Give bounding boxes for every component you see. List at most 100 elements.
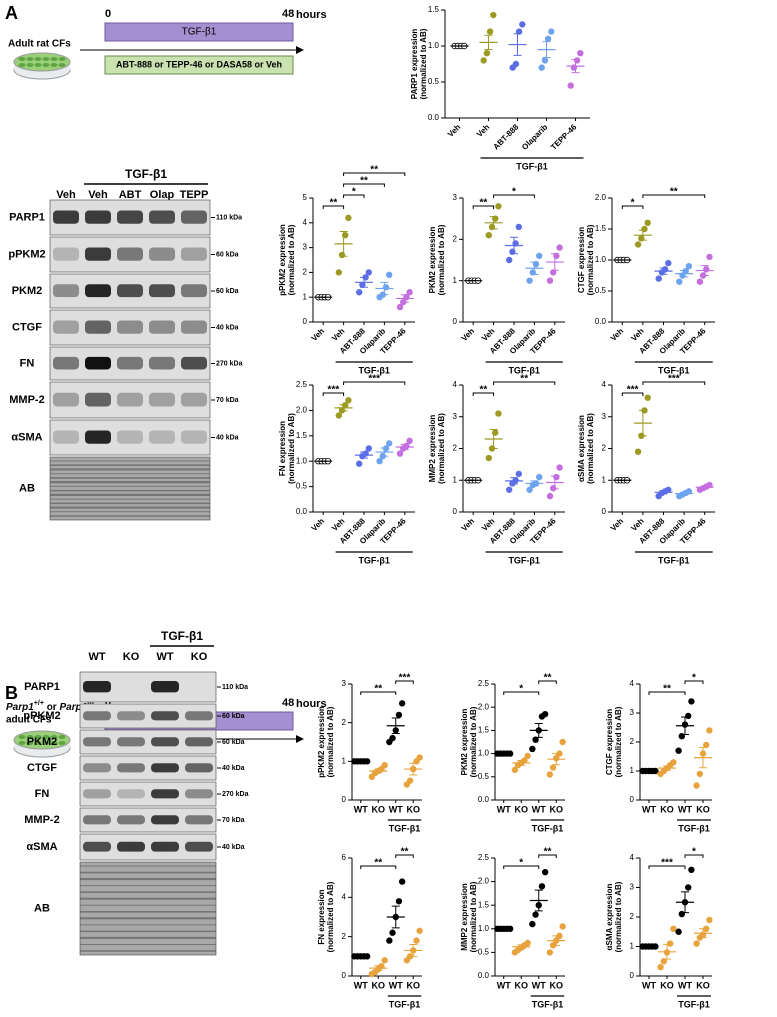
y-axis-label: PKM2 expression (460, 709, 469, 776)
blot-band (181, 247, 207, 261)
x-tick-label: KO (407, 804, 421, 814)
lane-label: WT (156, 651, 173, 663)
x-tick-label: Veh (310, 516, 327, 533)
drug-label: ABT-888 or TEPP-46 or DASA58 or Veh (116, 59, 282, 69)
data-point (657, 963, 664, 971)
group-label: TGF-β1 (358, 365, 390, 375)
data-point (532, 911, 539, 918)
y-tick-label: 0 (630, 971, 635, 980)
y-tick-label: 2.5 (296, 380, 308, 389)
data-point (389, 734, 396, 742)
data-point (495, 410, 502, 417)
data-point (660, 958, 667, 965)
significance-bracket (648, 691, 686, 695)
significance-bracket (503, 691, 540, 695)
row-label: CTGF (27, 762, 57, 774)
x-tick-label: Veh (480, 326, 497, 343)
error-bar (552, 935, 561, 946)
row-label: MMP-2 (9, 394, 44, 406)
data-point (396, 450, 404, 457)
cell (50, 63, 58, 67)
x-tick-label: Veh (460, 326, 477, 343)
y-tick-label: 1.5 (296, 431, 308, 440)
x-tick-label: WT (354, 804, 368, 814)
error-bar (484, 34, 493, 51)
group-label: TGF-β1 (658, 555, 690, 565)
y-axis-label: (normalized to AB) (469, 706, 478, 777)
cell (50, 735, 58, 739)
y-tick-label: 0.5 (595, 286, 607, 295)
x-tick-label: Veh (609, 516, 626, 533)
gene: Parp1 (59, 702, 87, 713)
data-point (644, 394, 651, 401)
significance-label: ** (370, 165, 378, 176)
data-point (688, 866, 695, 873)
y-tick-label: 4 (602, 380, 607, 389)
lane-label: KO (191, 651, 208, 663)
blot-band (185, 763, 213, 773)
data-point (675, 928, 682, 935)
y-tick-label: 0.0 (428, 113, 440, 122)
y-tick-label: 1 (602, 475, 607, 484)
data-point (541, 868, 549, 876)
data-point (480, 57, 487, 64)
y-tick-label: 3 (630, 883, 635, 892)
significance-bracket (538, 680, 557, 684)
error-bar (400, 443, 409, 451)
data-point (546, 277, 554, 284)
y-tick-label: 2 (453, 444, 458, 453)
significance-label: *** (627, 385, 639, 396)
significance-bracket (395, 680, 414, 684)
y-tick-label: 1.5 (478, 900, 490, 909)
error-bar (339, 404, 348, 412)
data-point (675, 747, 682, 754)
error-bar (571, 59, 580, 74)
row-label: FN (20, 357, 35, 369)
x-tick-label: Olaparib (520, 122, 549, 151)
y-tick-label: 1.0 (478, 924, 490, 933)
y-tick-label: 3 (630, 708, 635, 717)
data-point (541, 57, 549, 64)
significance-label: ** (663, 684, 671, 695)
y-tick-label: 1.5 (478, 726, 490, 735)
data-point (515, 223, 522, 231)
blot-band (149, 430, 175, 444)
x-tick-label: KO (550, 980, 564, 990)
y-axis-label: (normalized to AB) (287, 413, 296, 484)
y-tick-label: 4 (342, 892, 347, 901)
x-tick-label: WT (642, 804, 656, 814)
data-point (365, 445, 372, 452)
group-label: TGF-β1 (161, 629, 203, 643)
error-bar (659, 490, 668, 495)
blot-band (117, 210, 143, 224)
treatment-box (104, 22, 294, 42)
significance-label: ** (360, 176, 368, 187)
blot-panel (49, 456, 211, 521)
significance-bracket (360, 691, 397, 695)
y-tick-label: 1 (630, 766, 635, 775)
blot-panel (79, 781, 217, 807)
significance-label: *** (399, 673, 411, 684)
data-point (511, 766, 519, 774)
y-tick-label: 0.5 (478, 948, 490, 957)
y-axis-label: (normalized to AB) (419, 28, 428, 99)
error-bar (699, 747, 707, 769)
data-point (381, 762, 388, 769)
panel-label: A (5, 3, 18, 23)
x-tick-label: WT (497, 804, 511, 814)
y-tick-label: 4 (453, 380, 458, 389)
cell (26, 735, 34, 739)
significance-bracket (648, 865, 686, 869)
y-tick-label: 2 (453, 234, 458, 243)
data-point (519, 21, 526, 28)
blot-band (149, 356, 175, 370)
x-tick-label: ABT-888 (491, 122, 520, 151)
blot-band (117, 430, 143, 444)
data-point (703, 741, 710, 749)
data-point (406, 777, 414, 784)
y-tick-label: 2 (342, 932, 347, 941)
y-tick-label: 0.0 (595, 317, 607, 326)
error-bar (530, 261, 539, 275)
x-tick-label: KO (515, 804, 529, 814)
y-tick-label: 4 (630, 853, 635, 862)
